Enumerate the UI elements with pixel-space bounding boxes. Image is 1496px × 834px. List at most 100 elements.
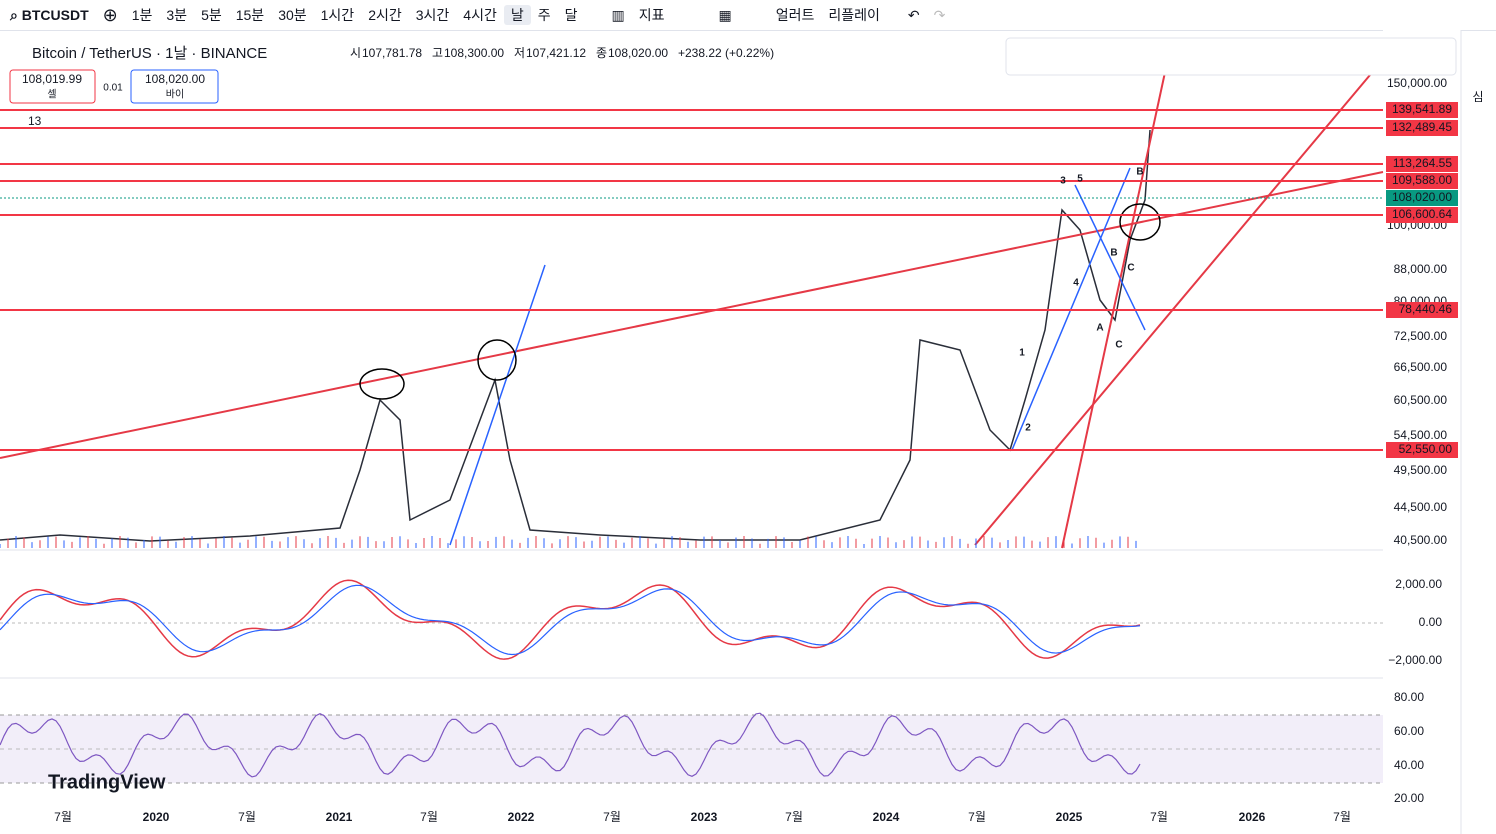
time-label: 7월 — [238, 810, 256, 824]
indicator-count: 13 — [28, 114, 42, 128]
logo: TradingView — [48, 771, 166, 793]
price-tag-text: 52,550.00 — [1399, 442, 1453, 456]
macd-line — [0, 579, 1141, 660]
ohlc-label: 고 — [432, 46, 443, 60]
time-label: 2022 — [508, 810, 535, 824]
interval[interactable]: 1시간 — [320, 7, 355, 23]
blue-lines — [449, 167, 1146, 546]
macd-label: 2,000.00 — [1395, 577, 1442, 591]
interval[interactable]: 30분 — [278, 7, 307, 23]
ohlc-value: 108,300.00 — [444, 46, 504, 60]
alert[interactable]: 얼러트 — [775, 7, 815, 23]
interval[interactable]: 5분 — [201, 7, 222, 23]
title: Bitcoin / TetherUS · 1날 · BINANCE — [32, 45, 267, 62]
time-label: 2025 — [1056, 810, 1083, 824]
chart: Bitcoin / TetherUS · 1날 · BINANCE 시 107,78… — [0, 30, 1484, 834]
chart-type[interactable]: ▥ — [611, 6, 625, 23]
price-tag-text: 132,489.45 — [1392, 120, 1452, 134]
time-label: 2024 — [873, 810, 900, 824]
layout[interactable]: ▦ — [718, 6, 732, 23]
interval[interactable]: 날 — [503, 5, 531, 25]
price-label: 72,500.00 — [1394, 329, 1448, 343]
price-label: 66,500.00 — [1394, 360, 1448, 374]
price-tag — [1386, 302, 1458, 318]
time-label: 2023 — [691, 810, 718, 824]
price-label: 44,500.00 — [1394, 500, 1448, 514]
price-tag — [1386, 442, 1458, 458]
rsi-label: 60.00 — [1394, 724, 1424, 738]
buy-price: 108,020.00 — [145, 72, 205, 86]
wave-label: 4 — [1073, 278, 1079, 289]
interval[interactable]: 15분 — [235, 7, 265, 23]
time-label: 7월 — [1333, 810, 1351, 824]
ohlc-label: 저 — [514, 46, 525, 60]
wave-label: A — [1096, 323, 1103, 334]
signal-line — [0, 584, 1141, 656]
sell-button[interactable] — [9, 69, 96, 104]
interval[interactable]: 달 — [564, 7, 578, 23]
toolbar: ⌕ BTCUSDT ⊕ 1분 3분 5분 15분 30분 1시간 2시간 3시간 4시간 날 주 달 … — [0, 0, 1496, 31]
circle — [1119, 203, 1161, 241]
price-tag — [1386, 156, 1458, 172]
interval[interactable]: 2시간 — [368, 7, 402, 23]
ohlc-value: 107,781.78 — [362, 46, 422, 60]
price-label: 60,500.00 — [1394, 393, 1448, 407]
interval[interactable]: 3시간 — [415, 7, 450, 23]
price-axis-bg — [1383, 30, 1461, 805]
drawings — [0, 39, 1384, 549]
interval[interactable]: 주 — [537, 7, 551, 23]
price-tag — [1386, 120, 1458, 136]
drawing-toolbar — [1005, 37, 1457, 76]
trend-line — [1061, 39, 1173, 549]
wave-label: 5 — [1077, 174, 1083, 185]
price-tag-text: 78,440.46 — [1399, 302, 1453, 316]
ohlc-label: 시 — [350, 46, 361, 60]
symbol[interactable]: BTCUSDT — [21, 6, 89, 23]
time-label: 2026 — [1239, 810, 1266, 824]
time-label: 7월 — [1150, 810, 1168, 824]
rsi-label: 40.00 — [1394, 758, 1424, 772]
wave-label: 3 — [1060, 176, 1066, 187]
price-label: 49,500.00 — [1394, 463, 1448, 477]
redo[interactable]: ↷ — [933, 6, 946, 23]
sell-price: 108,019.99 — [22, 72, 82, 86]
sell-label: 셀 — [47, 89, 56, 101]
wave-label: C — [1115, 340, 1122, 351]
macd-label: −2,000.00 — [1388, 653, 1442, 667]
wave-label: B — [1110, 248, 1117, 259]
add[interactable]: ⊕ — [102, 4, 118, 25]
search-symbol[interactable]: ⌕ BTCUSDT — [10, 6, 89, 23]
price-label: 54,500.00 — [1394, 428, 1448, 442]
intervals: 1분 3분 5분 15분 30분 1시간 2시간 3시간 4시간 날 주 달 — [125, 5, 585, 25]
wave-label: 2 — [1025, 423, 1031, 434]
replay[interactable]: 리플레이 — [828, 7, 880, 23]
interval[interactable]: 1분 — [131, 7, 153, 23]
trend-line — [0, 171, 1384, 459]
time-label: 7월 — [54, 810, 72, 824]
price-tag-text: 139,541.89 — [1392, 102, 1452, 116]
undo[interactable]: ↶ — [907, 6, 920, 23]
price-tag-text: 113,264.55 — [1393, 156, 1452, 170]
time-label: 7월 — [785, 810, 803, 824]
change: +238.22 (+0.22%) — [678, 46, 774, 60]
time-label: 7월 — [420, 810, 438, 824]
price-tag-text: 106,600.64 — [1392, 207, 1452, 221]
time-label: 2020 — [143, 810, 170, 824]
buy-button[interactable] — [130, 69, 219, 104]
circle — [477, 339, 517, 381]
time-label: 7월 — [603, 810, 621, 824]
rsi-line — [0, 712, 1141, 778]
price-line — [0, 129, 1151, 542]
interval[interactable]: 4시간 — [463, 7, 497, 23]
rsi-label: 20.00 — [1394, 791, 1424, 805]
price-tag-text: 109,588.00 — [1392, 173, 1452, 187]
price-tag — [1386, 207, 1458, 223]
spread: 0.01 — [103, 83, 123, 94]
ohlc-label: 종 — [596, 46, 607, 60]
interval[interactable]: 3분 — [166, 7, 188, 23]
wave-label: B — [1136, 167, 1143, 178]
circles — [359, 203, 1161, 400]
indicators[interactable]: 지표 — [638, 7, 665, 23]
rsi-label: 80.00 — [1394, 690, 1424, 704]
